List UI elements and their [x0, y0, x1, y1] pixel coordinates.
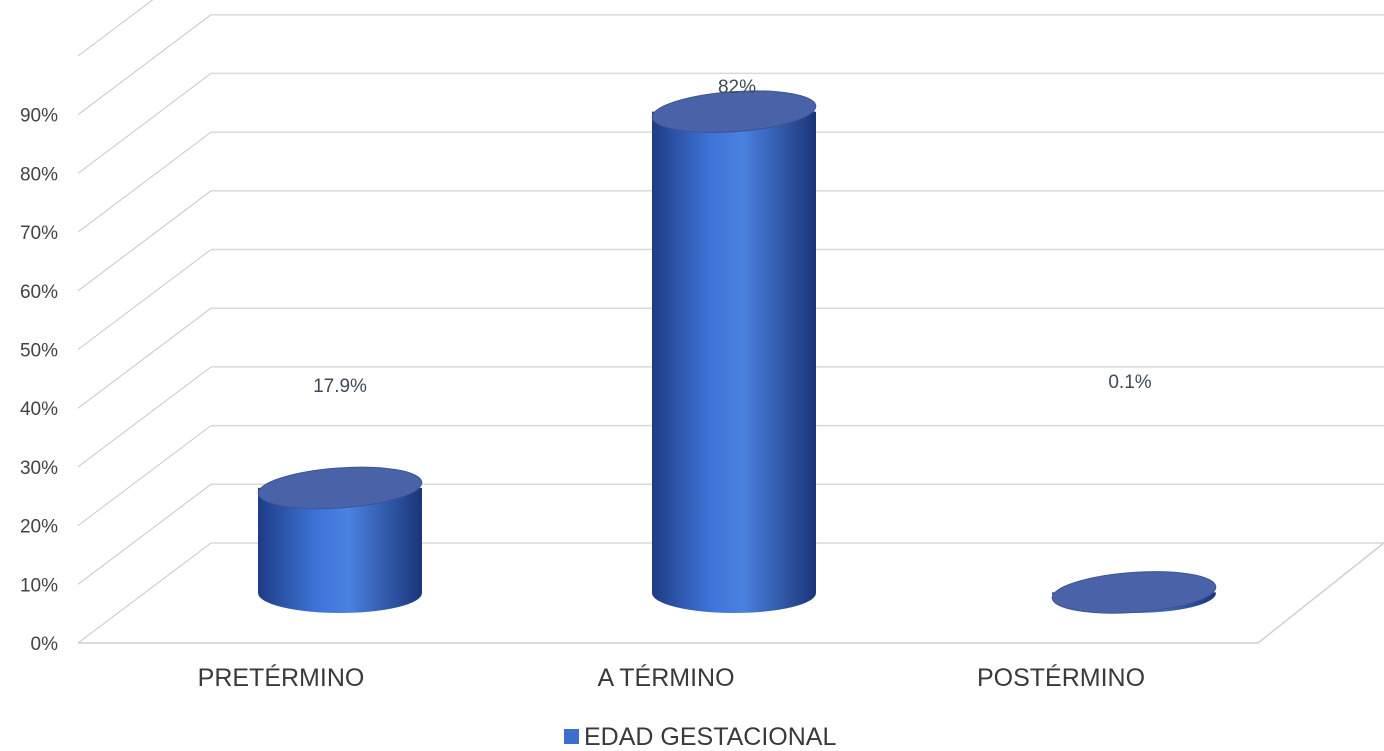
wall-gridline [77, 131, 212, 233]
wall-gridline [77, 0, 154, 57]
cylinder-bar [1051, 571, 1217, 614]
y-tick-label: 20% [20, 517, 58, 538]
cylinder-bar [257, 466, 423, 613]
category-labels: PRETÉRMINO A TÉRMINO POSTÉRMINO [198, 663, 1145, 692]
wall-gridline [77, 366, 212, 468]
y-tick-label: 50% [20, 341, 58, 362]
category-label: POSTÉRMINO [977, 663, 1145, 692]
cylinder-top [1051, 571, 1217, 614]
wall-gridline [77, 307, 212, 409]
wall-gridline [77, 249, 212, 350]
y-tick-label: 30% [20, 458, 58, 479]
y-tick-label: 70% [20, 223, 58, 244]
floor-right-edge [1257, 542, 1384, 644]
y-tick-label: 10% [20, 575, 58, 596]
cylinder-top [651, 90, 817, 133]
cylinder-top [257, 466, 423, 510]
data-label: 82% [718, 77, 756, 98]
data-label: 0.1% [1108, 372, 1151, 393]
y-tick-label: 60% [20, 282, 58, 303]
category-label: A TÉRMINO [597, 663, 734, 692]
wall-gridline [77, 425, 212, 526]
y-axis-ticks: 0% 10% 20% 30% 40% 50% 60% 70% 80% 90% [20, 106, 58, 655]
y-tick-label: 40% [20, 399, 58, 420]
wall-gridline [77, 190, 212, 292]
cylinder-body [652, 111, 816, 613]
cylinder-bar [651, 90, 817, 613]
legend-swatch [564, 729, 579, 744]
wall-gridline [77, 14, 212, 116]
y-tick-label: 0% [31, 634, 59, 655]
legend: EDAD GESTACIONAL [564, 723, 836, 751]
y-tick-label: 80% [20, 164, 58, 185]
data-label: 17.9% [313, 376, 367, 397]
cylinder-body [258, 487, 422, 613]
data-labels: 17.9% 82% 0.1% [313, 77, 1152, 397]
legend-label: EDAD GESTACIONAL [584, 723, 836, 751]
wall-gridline [77, 73, 212, 174]
wall-gridline [77, 542, 212, 644]
bars [257, 90, 1217, 614]
wall-gridline [77, 483, 212, 585]
y-tick-label: 90% [20, 106, 58, 127]
category-label: PRETÉRMINO [198, 663, 365, 692]
